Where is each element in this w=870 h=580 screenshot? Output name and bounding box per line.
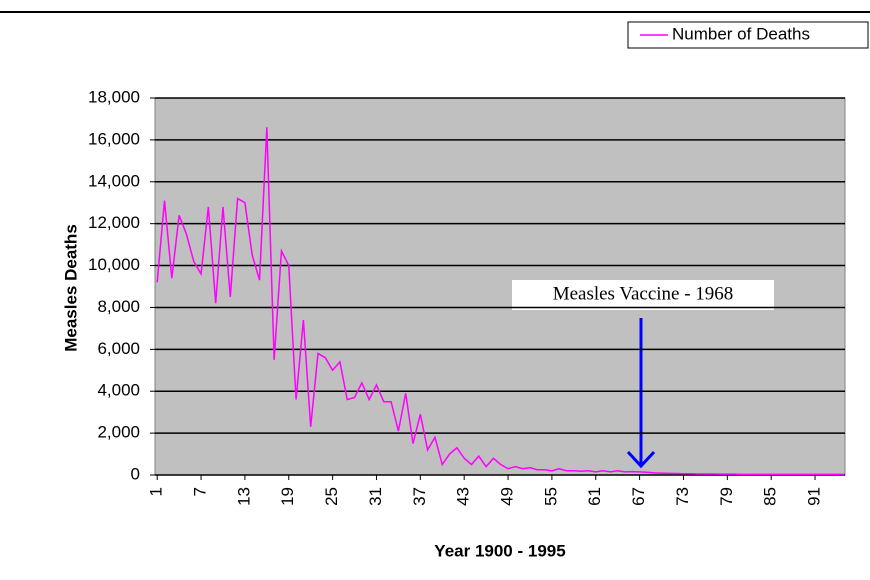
y-tick-label: 4,000 [97, 381, 140, 400]
y-axis-label: Measles Deaths [61, 224, 80, 352]
x-tick-label: 91 [805, 487, 824, 506]
x-tick-label: 13 [234, 487, 253, 506]
legend-label: Number of Deaths [672, 24, 810, 43]
y-tick-label: 0 [131, 464, 140, 483]
x-tick-label: 79 [717, 487, 736, 506]
y-tick-label: 8,000 [97, 297, 140, 316]
y-tick-label: 2,000 [97, 423, 140, 442]
y-tick-label: 14,000 [88, 171, 140, 190]
x-tick-label: 25 [322, 487, 341, 506]
x-axis-label: Year 1900 - 1995 [434, 541, 565, 560]
x-tick-label: 19 [278, 487, 297, 506]
data-line [156, 127, 845, 476]
y-tick-label: 18,000 [88, 87, 140, 106]
x-tick-label: 49 [498, 487, 517, 506]
x-tick-label: 43 [454, 487, 473, 506]
x-tick-label: 73 [673, 487, 692, 506]
annotation-box [512, 280, 774, 310]
x-tick-label: 55 [541, 487, 560, 506]
x-tick-label: 61 [585, 487, 604, 506]
y-tick-label: 10,000 [88, 255, 140, 274]
x-tick-label: 85 [761, 487, 780, 506]
y-tick-label: 12,000 [88, 213, 140, 232]
y-tick-label: 6,000 [97, 339, 140, 358]
x-tick-label: 7 [191, 487, 210, 496]
x-tick-label: 67 [629, 487, 648, 506]
annotation: Measles Vaccine - 1968 [553, 283, 734, 304]
x-tick-label: 1 [147, 487, 166, 496]
arrow-head [626, 450, 656, 469]
x-tick-label: 31 [366, 487, 385, 506]
x-tick-label: 37 [410, 487, 429, 506]
y-tick-label: 16,000 [88, 129, 140, 148]
